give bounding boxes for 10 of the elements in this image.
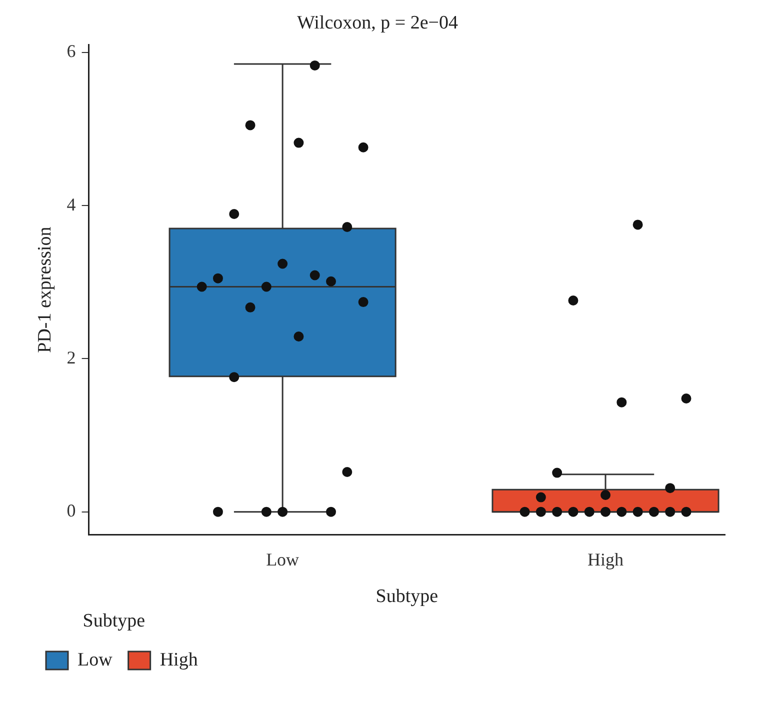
legend-title: Subtype bbox=[82, 610, 146, 632]
legend-label: Low bbox=[78, 649, 113, 670]
legend-label: High bbox=[160, 649, 198, 670]
y-axis-title: PD-1 expression bbox=[34, 226, 56, 353]
y-tick-label: 4 bbox=[66, 194, 76, 214]
x-axis-title: Subtype bbox=[376, 586, 438, 607]
y-tick-label: 6 bbox=[66, 41, 76, 62]
chart-title: Wilcoxon, p = 2e−04 bbox=[296, 12, 459, 34]
y-tick-label: 2 bbox=[66, 347, 76, 368]
y-tick-label: 0 bbox=[66, 500, 76, 521]
